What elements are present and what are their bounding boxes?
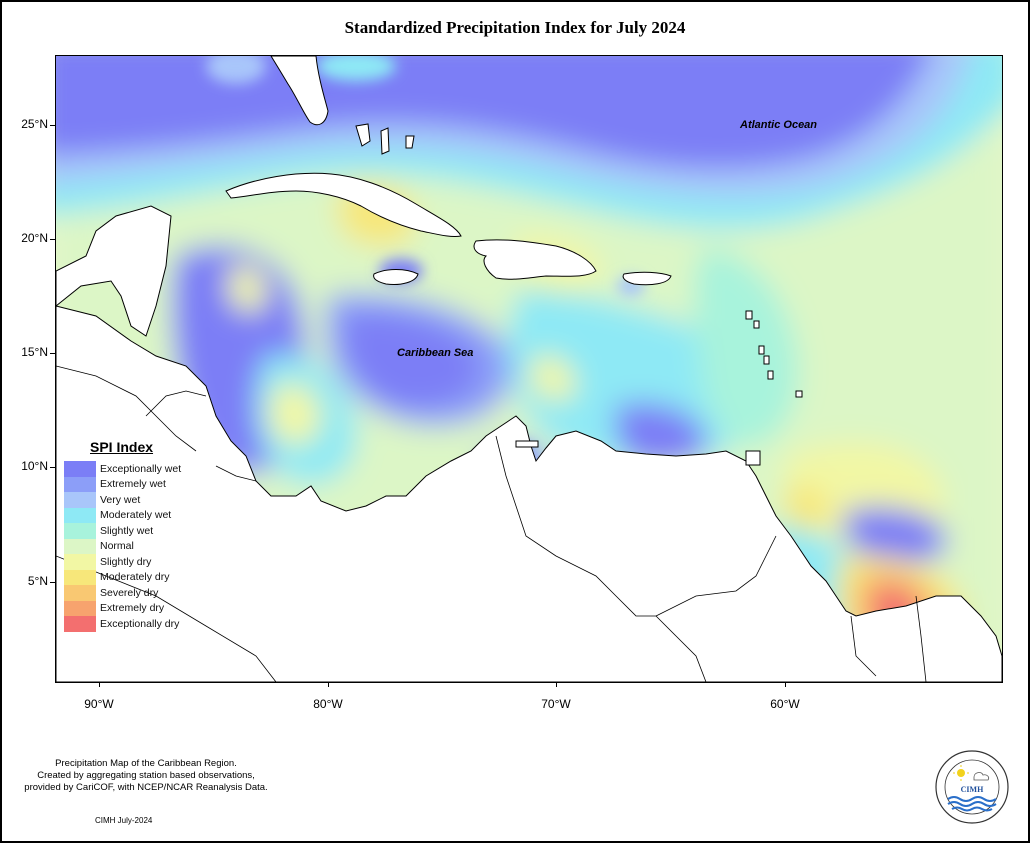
- land-abc-islands: [515, 440, 539, 448]
- borders: [56, 365, 927, 682]
- lon-tick-mark: [99, 682, 100, 687]
- legend-item: Normal: [64, 538, 181, 554]
- cimh-logo-graphic: CIMH: [935, 750, 1009, 824]
- logo-text: CIMH: [961, 785, 984, 794]
- legend-swatch: [64, 538, 96, 554]
- lon-tick-90w: 90°W: [84, 697, 114, 711]
- label-atlantic-ocean: Atlantic Ocean: [740, 119, 818, 131]
- land-bahamas-2: [380, 127, 390, 155]
- lat-tick-mark: [50, 239, 55, 240]
- legend-title: SPI Index: [90, 439, 154, 455]
- legend-item: Very wet: [64, 492, 181, 508]
- landmasses: [56, 56, 1002, 682]
- lat-tick-mark: [50, 353, 55, 354]
- legend-item: Moderately dry: [64, 569, 181, 585]
- spi-map: [55, 55, 1003, 683]
- legend-swatch: [64, 476, 96, 492]
- footnote-line: Created by aggregating station based obs…: [37, 770, 255, 781]
- legend-swatch: [64, 585, 96, 601]
- footnote: Precipitation Map of the Caribbean Regio…: [0, 758, 292, 794]
- lat-tick-25n: 25°N: [21, 117, 48, 131]
- label-caribbean-sea: Caribbean Sea: [397, 347, 474, 359]
- lon-tick-60w: 60°W: [770, 697, 800, 711]
- legend-label: Slightly dry: [100, 555, 152, 568]
- legend-label: Exceptionally dry: [100, 617, 180, 630]
- legend-swatch: [64, 507, 96, 523]
- lon-tick-mark: [785, 682, 786, 687]
- spi-map-canvas: [56, 56, 1002, 682]
- lon-tick-80w: 80°W: [313, 697, 343, 711]
- legend-swatch: [64, 523, 96, 539]
- lat-tick-mark: [50, 467, 55, 468]
- legend-label: Extremely dry: [100, 602, 165, 615]
- land-bahamas-3: [405, 135, 415, 149]
- legend-item: Severely dry: [64, 585, 181, 601]
- credit-label: CIMH July-2024: [95, 816, 153, 825]
- legend-swatch: [64, 461, 96, 477]
- land-island: [795, 390, 803, 398]
- land-jamaica: [373, 269, 419, 285]
- lat-tick-5n: 5°N: [27, 574, 48, 588]
- land-island: [763, 355, 770, 365]
- land-island: [767, 370, 774, 380]
- legend-label: Normal: [100, 540, 134, 553]
- land-island: [758, 345, 765, 355]
- legend-label: Exceptionally wet: [100, 462, 182, 475]
- legend-swatch: [64, 616, 96, 632]
- land-hispaniola: [473, 239, 597, 280]
- lon-tick-70w: 70°W: [541, 697, 571, 711]
- legend-item: Extremely dry: [64, 600, 181, 616]
- lat-tick-15n: 15°N: [21, 345, 48, 359]
- legend-label: Very wet: [100, 493, 141, 506]
- land-island: [745, 310, 753, 320]
- lon-tick-mark: [556, 682, 557, 687]
- legend-item: Moderately wet: [64, 507, 181, 523]
- legend-swatch: [64, 569, 96, 585]
- land-trinidad: [745, 450, 761, 466]
- spi-legend: SPI Index Exceptionally wet Extremely wet…: [64, 439, 181, 632]
- lon-tick-mark: [328, 682, 329, 687]
- legend-item: Extremely wet: [64, 476, 181, 492]
- legend-swatch: [64, 600, 96, 616]
- lat-tick-20n: 20°N: [21, 231, 48, 245]
- lat-tick-mark: [50, 125, 55, 126]
- land-yucatan: [56, 205, 172, 337]
- cimh-logo: CIMH: [934, 749, 1010, 825]
- legend-label: Severely dry: [100, 586, 159, 599]
- footnote-line: Precipitation Map of the Caribbean Regio…: [55, 758, 237, 769]
- legend-label: Slightly wet: [100, 524, 154, 537]
- footnote-line: provided by CariCOF, with NCEP/NCAR Rean…: [24, 782, 268, 793]
- land-florida: [270, 56, 329, 126]
- land-cuba: [225, 172, 462, 237]
- legend-item: Slightly dry: [64, 554, 181, 570]
- legend-swatch: [64, 554, 96, 570]
- legend-rows: Exceptionally wet Extremely wet Very wet Mo…: [64, 461, 181, 632]
- legend-item: Slightly wet: [64, 523, 181, 539]
- land-bahamas-1: [355, 123, 371, 147]
- lat-tick-10n: 10°N: [21, 459, 48, 473]
- legend-label: Moderately wet: [100, 509, 172, 522]
- map-title: Standardized Precipitation Index for Jul…: [344, 18, 686, 37]
- lat-tick-mark: [50, 582, 55, 583]
- legend-label: Extremely wet: [100, 478, 166, 491]
- land-central-south-america: [56, 305, 1002, 682]
- legend-item: Exceptionally wet: [64, 461, 181, 477]
- land-island: [753, 320, 760, 329]
- legend-swatch: [64, 492, 96, 508]
- legend-item: Exceptionally dry: [64, 616, 181, 632]
- land-puerto-rico: [622, 271, 672, 286]
- legend-label: Moderately dry: [100, 571, 170, 584]
